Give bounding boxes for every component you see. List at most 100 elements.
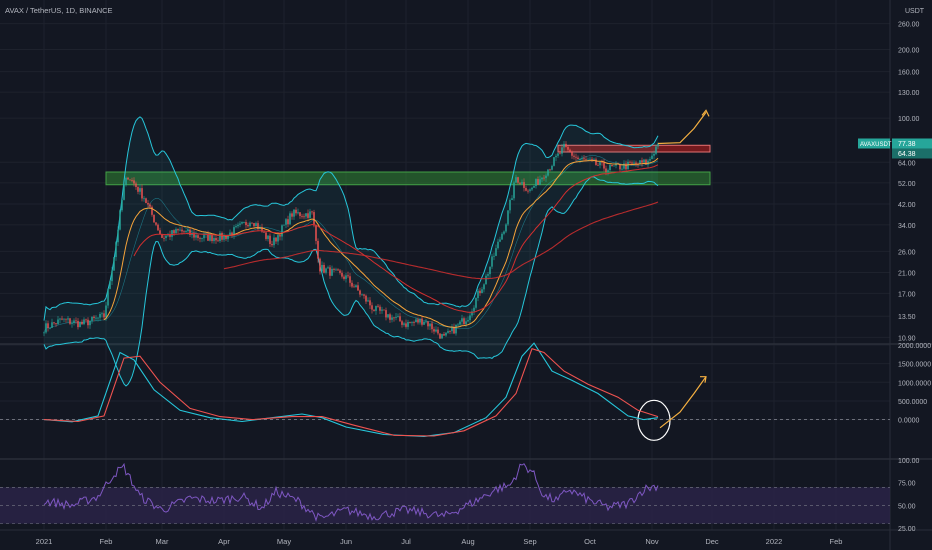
time-tick-label: Feb bbox=[830, 537, 843, 546]
candle-body bbox=[401, 321, 403, 325]
candle-body bbox=[241, 222, 243, 224]
price-tag-symbol: AVAXUSDT bbox=[860, 142, 892, 148]
candle-body bbox=[185, 231, 187, 233]
candle-body bbox=[113, 257, 115, 271]
price-tick-label: 26.00 bbox=[898, 249, 916, 256]
candle-body bbox=[337, 269, 339, 271]
candle-body bbox=[595, 159, 597, 165]
candle-body bbox=[71, 323, 73, 324]
candle-body bbox=[383, 309, 385, 311]
candle-body bbox=[251, 222, 253, 224]
time-tick-label: Nov bbox=[645, 537, 659, 546]
candle-body bbox=[321, 264, 323, 272]
candle-body bbox=[83, 319, 85, 325]
candle-body bbox=[539, 179, 541, 185]
candle-body bbox=[289, 213, 291, 225]
candle-body bbox=[305, 213, 307, 217]
candle-body bbox=[65, 318, 67, 320]
candle-body bbox=[203, 234, 205, 239]
candle-body bbox=[231, 232, 233, 236]
candle-body bbox=[123, 184, 125, 200]
candle-body bbox=[555, 155, 557, 158]
candle-body bbox=[435, 329, 437, 332]
candle-body bbox=[133, 180, 135, 184]
candle-body bbox=[129, 179, 131, 181]
rsi-panel bbox=[0, 462, 890, 524]
candle-body bbox=[523, 182, 525, 188]
candle-body bbox=[297, 212, 299, 214]
candle-body bbox=[365, 295, 367, 302]
candle-body bbox=[63, 318, 65, 320]
candle-body bbox=[59, 318, 61, 320]
candle-body bbox=[311, 211, 313, 213]
candle-body bbox=[507, 210, 509, 225]
candle-body bbox=[367, 300, 369, 302]
candle-body bbox=[647, 160, 649, 165]
arrow-head-icon bbox=[701, 109, 710, 117]
candle-body bbox=[215, 238, 217, 241]
candle-body bbox=[575, 156, 577, 158]
candle-body bbox=[473, 307, 475, 312]
candle-body bbox=[381, 309, 383, 311]
candle-body bbox=[61, 318, 63, 320]
candle-body bbox=[175, 229, 177, 234]
candle-body bbox=[493, 255, 495, 257]
candle-body bbox=[607, 170, 609, 172]
price-tick-label: 160.00 bbox=[898, 70, 920, 77]
candle-body bbox=[335, 269, 337, 271]
candle-body bbox=[459, 321, 461, 325]
candle-body bbox=[565, 143, 567, 147]
price-tag-value: 77.38 bbox=[898, 141, 916, 148]
candle-body bbox=[257, 223, 259, 230]
candle-body bbox=[489, 266, 491, 275]
candle-body bbox=[73, 320, 75, 324]
candle-body bbox=[495, 248, 497, 256]
time-tick-label: Oct bbox=[584, 537, 597, 546]
oscillator-tick-label: 2000.0000 bbox=[898, 343, 931, 350]
candle-body bbox=[479, 290, 481, 294]
candle-body bbox=[89, 320, 91, 326]
candle-body bbox=[347, 275, 349, 277]
candle-body bbox=[213, 238, 215, 242]
candle-body bbox=[567, 146, 569, 150]
candle-body bbox=[331, 268, 333, 276]
oscillator-projection-line bbox=[659, 376, 707, 429]
ema-long-line bbox=[223, 201, 659, 280]
candle-body bbox=[291, 213, 293, 217]
candle-body bbox=[157, 224, 159, 231]
candle-body bbox=[509, 199, 511, 211]
candle-body bbox=[475, 298, 477, 308]
rsi-tick-label: 100.00 bbox=[898, 458, 920, 465]
oscillator-tick-label: 0.0000 bbox=[898, 418, 920, 425]
candle-body bbox=[425, 321, 427, 323]
candle-body bbox=[103, 313, 105, 318]
price-tag-symbol-box bbox=[858, 138, 890, 149]
candle-body bbox=[621, 168, 623, 170]
candle-body bbox=[279, 235, 281, 237]
candle-body bbox=[127, 177, 129, 180]
candle-body bbox=[557, 153, 559, 156]
candle-body bbox=[119, 210, 121, 230]
candle-body bbox=[261, 227, 263, 232]
price-tick-label: 130.00 bbox=[898, 90, 920, 97]
candle-body bbox=[125, 177, 127, 185]
candle-body bbox=[99, 314, 101, 318]
candle-body bbox=[371, 305, 373, 310]
candle-body bbox=[343, 276, 345, 279]
candle-body bbox=[497, 241, 499, 249]
candle-body bbox=[487, 274, 489, 276]
candle-body bbox=[585, 159, 587, 161]
candle-body bbox=[541, 177, 543, 180]
candle-body bbox=[249, 222, 251, 227]
oscillator-tick-label: 1500.0000 bbox=[898, 362, 931, 369]
candle-body bbox=[221, 232, 223, 240]
oscillator-panel bbox=[0, 342, 890, 437]
candle-body bbox=[583, 158, 585, 160]
candle-body bbox=[373, 309, 375, 311]
candle-body bbox=[239, 223, 241, 225]
candle-body bbox=[247, 225, 249, 227]
candle-body bbox=[229, 232, 231, 236]
time-tick-label: May bbox=[277, 537, 291, 546]
candle-body bbox=[235, 226, 237, 228]
candle-body bbox=[619, 164, 621, 170]
